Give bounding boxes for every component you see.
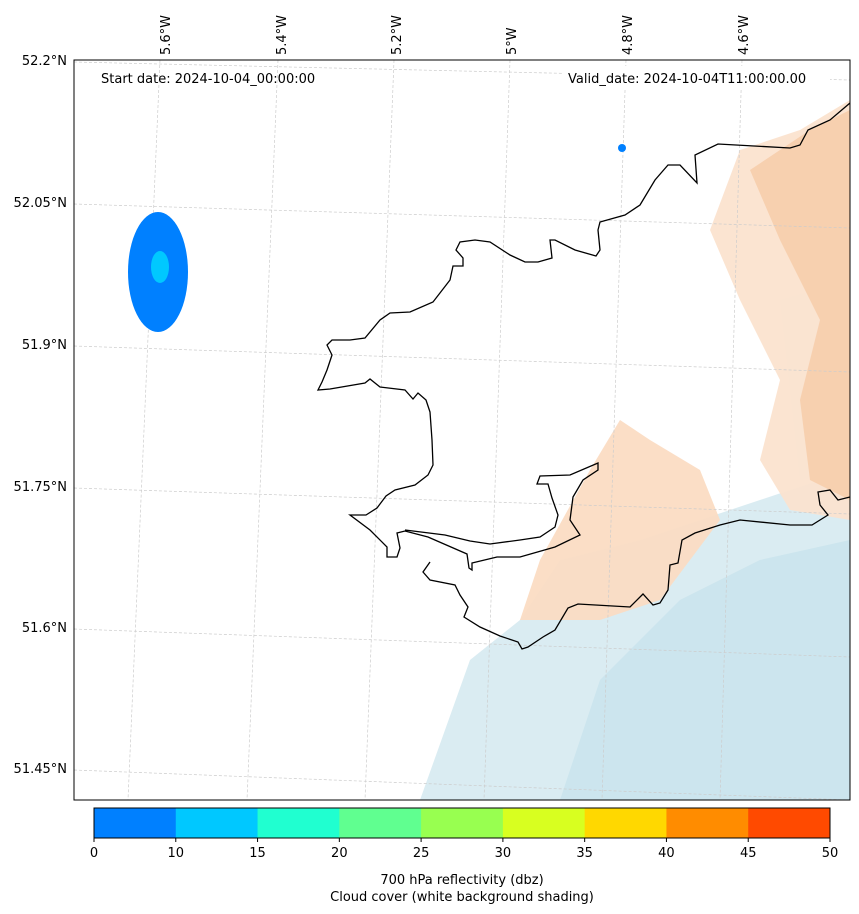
- colorbar-border: [93, 807, 831, 839]
- start-date-label: Start date: 2024-10-04_00:00:00: [101, 72, 315, 87]
- lon-label-4-6w: 4.6°W: [737, 15, 752, 55]
- valid-date-box: [562, 66, 830, 90]
- colorbar-tick-label: 45: [740, 846, 757, 861]
- map-content: [74, 60, 850, 800]
- lat-label-51-45n: 51.45°N: [14, 762, 67, 777]
- colorbar-tick-label: 10: [168, 846, 185, 861]
- map-border: [73, 59, 851, 801]
- lon-label-5-4w: 5.4°W: [275, 15, 290, 55]
- lon-label-5w: 5°W: [505, 27, 520, 55]
- lat-label-51-75n: 51.75°N: [14, 480, 67, 495]
- colorbar-label-reflectivity: 700 hPa reflectivity (dbz): [380, 873, 543, 888]
- coastline-pembrokeshire: [316, 102, 850, 572]
- colorbar-tick-label: 40: [658, 846, 675, 861]
- colorbar-tick-label: 25: [413, 846, 430, 861]
- colorbar-segment: [175, 808, 259, 838]
- colorbar-tick-label: 35: [576, 846, 593, 861]
- lat-label-51-9n: 51.9°N: [22, 338, 67, 353]
- coastline-south: [422, 489, 850, 650]
- colorbar-segment: [666, 808, 749, 838]
- lon-label-4-8w: 4.8°W: [621, 15, 636, 55]
- colorbar: 0 10 15 20 25 30 35 40 45 50 700 hPa reflectivity…: [90, 807, 838, 905]
- valid-date-label: Valid_date: 2024-10-04T11:00:00.00: [568, 72, 806, 87]
- graticule: [74, 60, 850, 800]
- lon-label-5-6w: 5.6°W: [159, 15, 174, 55]
- colorbar-tick-label: 15: [249, 846, 266, 861]
- colorbar-tick-label: 50: [822, 846, 839, 861]
- lon-label-5-2w: 5.2°W: [390, 15, 405, 55]
- colorbar-segment: [257, 808, 340, 838]
- colorbar-segment: [94, 808, 177, 838]
- lat-label-52-05n: 52.05°N: [14, 196, 67, 211]
- cloud-cover-sea-dense: [560, 540, 850, 800]
- colorbar-segment: [584, 808, 667, 838]
- colorbar-label-cloud-cover: Cloud cover (white background shading): [330, 890, 594, 905]
- colorbar-segment: [339, 808, 422, 838]
- colorbar-tick-label: 0: [90, 846, 98, 861]
- cloud-cover-land-east-dense: [750, 110, 850, 500]
- colorbar-tick-label: 30: [495, 846, 512, 861]
- colorbar-tick-label: 20: [331, 846, 348, 861]
- colorbar-segment: [748, 808, 831, 838]
- colorbar-segment: [502, 808, 586, 838]
- colorbar-segments: [94, 808, 831, 838]
- lat-label-51-6n: 51.6°N: [22, 621, 67, 636]
- colorbar-ticks: 0 10 15 20 25 30 35 40 45 50: [90, 838, 838, 861]
- reflectivity-echo-small: [618, 144, 626, 152]
- reflectivity-echo-core: [151, 251, 169, 283]
- lat-label-52-2n: 52.2°N: [22, 54, 67, 69]
- colorbar-segment: [421, 808, 504, 838]
